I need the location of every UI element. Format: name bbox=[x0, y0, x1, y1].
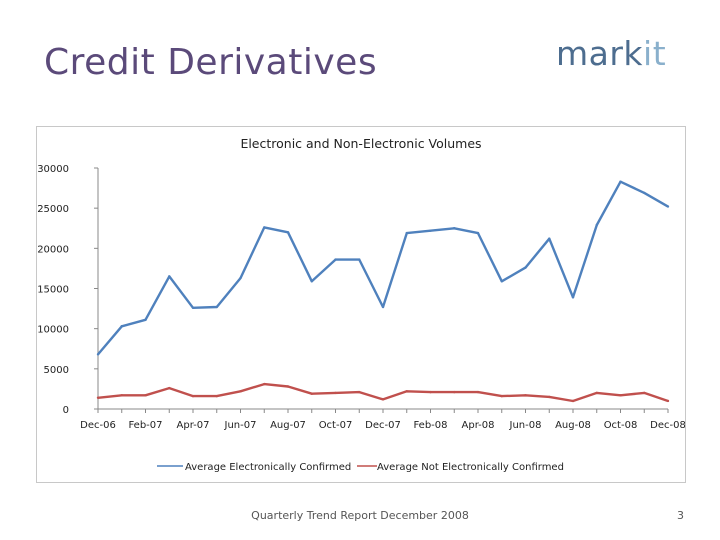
data-point-series-2 bbox=[263, 382, 266, 386]
data-point-series-1 bbox=[263, 226, 266, 229]
y-tick-label: 20000 bbox=[37, 244, 69, 255]
slide-title: Credit Derivatives bbox=[44, 42, 378, 83]
y-tick-label: 30000 bbox=[37, 164, 69, 175]
data-point-series-1 bbox=[144, 318, 147, 322]
chart-title: Electronic and Non-Electronic Volumes bbox=[240, 136, 481, 151]
data-point-series-2 bbox=[524, 394, 527, 397]
data-point-series-1 bbox=[405, 231, 408, 235]
x-tick-label: Aug-07 bbox=[270, 420, 306, 431]
data-point-series-1 bbox=[548, 237, 551, 240]
data-point-series-2 bbox=[191, 394, 195, 398]
data-point-series-1 bbox=[310, 280, 313, 283]
data-point-series-1 bbox=[239, 276, 242, 280]
y-tick-label: 0 bbox=[63, 405, 69, 416]
x-tick-label: Dec-07 bbox=[365, 420, 401, 431]
data-point-series-1 bbox=[286, 231, 290, 234]
x-tick-label: Apr-08 bbox=[462, 420, 495, 431]
y-tick-label: 10000 bbox=[37, 325, 69, 336]
data-point-series-2 bbox=[334, 391, 337, 395]
data-point-series-2 bbox=[286, 385, 290, 388]
x-tick-label: Dec-08 bbox=[650, 420, 685, 431]
data-point-series-2 bbox=[453, 390, 456, 394]
chart-frame: Electronic and Non-Electronic Volumes 30… bbox=[36, 126, 686, 483]
data-point-series-1 bbox=[429, 229, 432, 232]
data-point-series-1 bbox=[453, 227, 456, 230]
chart-axes bbox=[97, 168, 668, 410]
data-point-series-2 bbox=[381, 398, 385, 401]
data-point-series-1 bbox=[476, 231, 480, 235]
x-tick-label: Oct-07 bbox=[319, 420, 353, 431]
data-point-series-1 bbox=[334, 258, 337, 261]
data-point-series-2 bbox=[144, 394, 147, 397]
x-tick-label: Apr-07 bbox=[177, 420, 210, 431]
data-point-series-2 bbox=[643, 391, 646, 395]
chart-series bbox=[96, 180, 670, 403]
data-point-series-2 bbox=[120, 394, 123, 397]
data-point-series-2 bbox=[96, 396, 100, 399]
data-point-series-2 bbox=[666, 399, 670, 403]
x-tick-label: Dec-06 bbox=[80, 420, 116, 431]
data-point-series-2 bbox=[476, 390, 480, 394]
x-tick-label: Oct-08 bbox=[604, 420, 638, 431]
data-point-series-1 bbox=[524, 266, 527, 269]
data-point-series-1 bbox=[595, 223, 598, 227]
data-point-series-1 bbox=[120, 325, 123, 328]
legend-label-1: Average Electronically Confirmed bbox=[185, 462, 351, 473]
footer-text: Quarterly Trend Report December 2008 bbox=[251, 509, 469, 522]
data-point-series-1 bbox=[168, 275, 171, 278]
data-point-series-2 bbox=[571, 399, 575, 403]
data-point-series-1 bbox=[191, 306, 195, 309]
x-tick-label: Jun-07 bbox=[224, 420, 257, 431]
data-point-series-1 bbox=[666, 205, 670, 208]
data-point-series-2 bbox=[619, 394, 622, 397]
data-point-series-2 bbox=[429, 390, 432, 394]
data-point-series-1 bbox=[381, 305, 385, 309]
y-axis-ticks: 30000 25000 20000 15000 10000 5000 0 bbox=[37, 164, 98, 416]
x-tick-label: Jun-08 bbox=[509, 420, 542, 431]
data-point-series-1 bbox=[96, 353, 100, 356]
logo-accent-text: it bbox=[643, 34, 667, 73]
x-tick-label: Aug-08 bbox=[555, 420, 591, 431]
data-point-series-1 bbox=[571, 296, 575, 299]
page-number: 3 bbox=[677, 509, 684, 522]
line-chart: Electronic and Non-Electronic Volumes 30… bbox=[37, 136, 685, 473]
data-point-series-1 bbox=[500, 280, 503, 283]
data-point-series-1 bbox=[358, 258, 361, 261]
data-point-series-1 bbox=[215, 305, 218, 309]
logo-main-text: mark bbox=[556, 34, 644, 73]
data-point-series-2 bbox=[310, 392, 313, 395]
legend-label-2: Average Not Electronically Confirmed bbox=[377, 462, 564, 473]
data-point-series-2 bbox=[215, 394, 218, 398]
x-tick-label: Feb-07 bbox=[128, 420, 162, 431]
data-point-series-2 bbox=[358, 390, 361, 394]
data-point-series-2 bbox=[500, 394, 503, 398]
chart-legend: Average Electronically Confirmed Average … bbox=[157, 462, 564, 473]
x-axis-ticks: Dec-06 Feb-07 Apr-07 Jun-07 Aug-07 Oct-07 Dec-… bbox=[80, 409, 685, 431]
x-tick-label: Feb-08 bbox=[413, 420, 447, 431]
data-point-series-1 bbox=[643, 191, 646, 195]
data-point-series-2 bbox=[548, 395, 551, 399]
data-point-series-2 bbox=[405, 390, 408, 393]
series-line-1 bbox=[97, 180, 669, 356]
markit-logo: markit bbox=[556, 34, 666, 73]
data-point-series-2 bbox=[595, 391, 598, 395]
data-point-series-1 bbox=[619, 180, 622, 183]
y-tick-label: 25000 bbox=[37, 204, 69, 215]
data-point-series-2 bbox=[168, 386, 171, 390]
y-tick-label: 15000 bbox=[37, 285, 69, 296]
y-tick-label: 5000 bbox=[44, 365, 69, 376]
data-point-series-2 bbox=[239, 390, 242, 393]
